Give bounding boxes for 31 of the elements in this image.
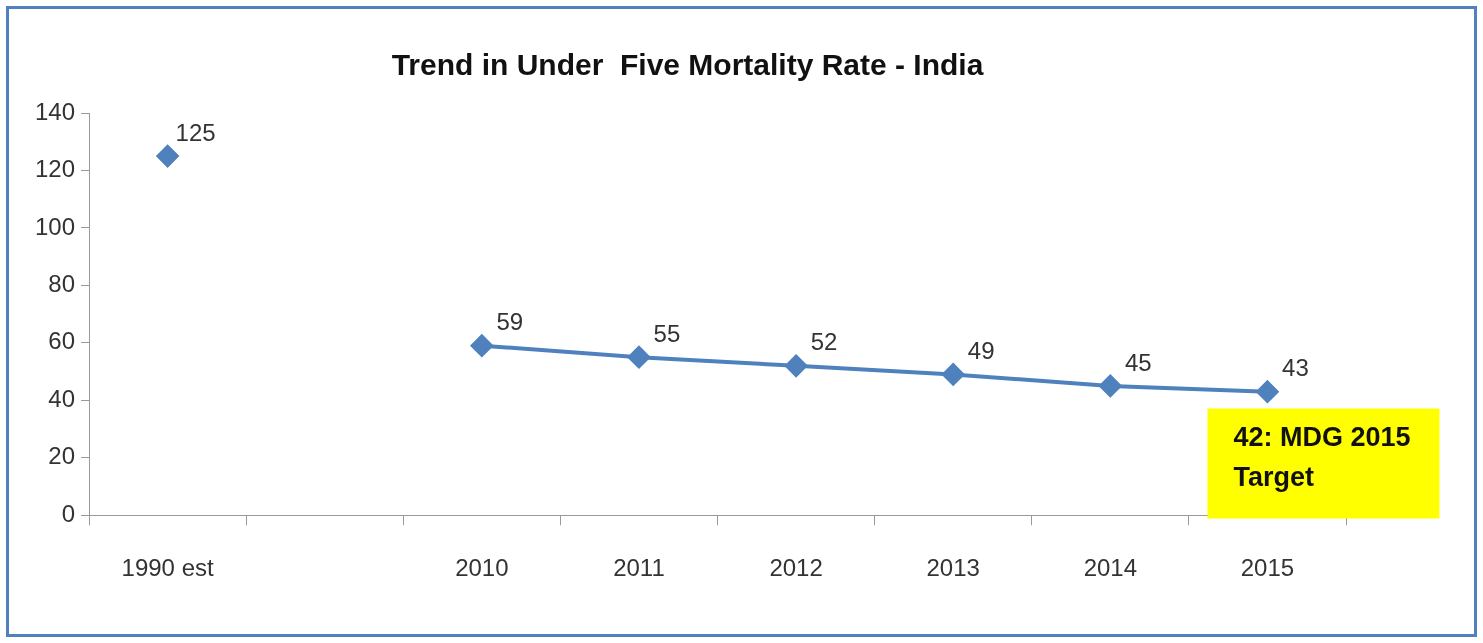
point <box>627 346 650 369</box>
x-tick-label: 2015 <box>1240 554 1295 582</box>
y-tick-label: 40 <box>48 384 76 412</box>
point <box>1256 380 1279 403</box>
y-tick-label: 100 <box>35 212 76 240</box>
x-tick-label: 1990 est <box>121 554 214 582</box>
x-tick-label: 2014 <box>1083 554 1138 582</box>
data-label: 43 <box>1282 354 1309 382</box>
y-tick-label: 20 <box>48 442 76 470</box>
x-tick-label: 2011 <box>613 554 665 582</box>
point <box>156 145 179 168</box>
y-tick-label: 120 <box>35 155 76 183</box>
chart-title: Trend in Under Five Mortality Rate - India <box>391 48 984 82</box>
data-label: 125 <box>175 118 216 146</box>
data-label: 52 <box>810 328 838 356</box>
data-label: 59 <box>496 308 524 336</box>
y-tick-label: 140 <box>35 97 76 125</box>
y-tick-label: 0 <box>61 499 76 527</box>
point <box>470 334 493 357</box>
data-label: 55 <box>653 319 681 347</box>
y-tick-label: 80 <box>48 270 76 297</box>
data-label: 45 <box>1124 348 1152 376</box>
annotation: 42: MDG 2015 Target <box>1233 421 1411 492</box>
point <box>942 363 965 386</box>
x-tick-label: 2010 <box>455 554 509 582</box>
x-tick-label: 2013 <box>926 554 980 582</box>
data-label: 49 <box>967 337 995 365</box>
point <box>1099 374 1122 397</box>
x-tick-label: 2012 <box>769 554 823 582</box>
y-tick-label: 60 <box>48 327 76 355</box>
point <box>785 354 808 377</box>
